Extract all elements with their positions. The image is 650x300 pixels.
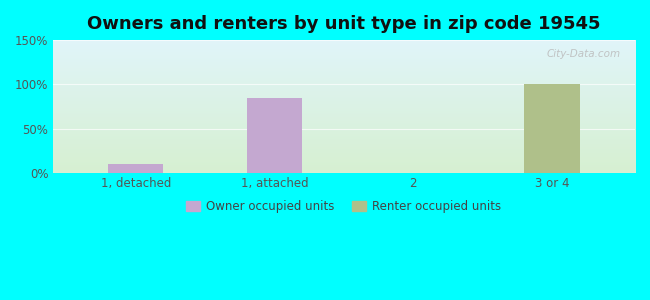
Title: Owners and renters by unit type in zip code 19545: Owners and renters by unit type in zip c… [87,15,601,33]
Bar [247,98,302,173]
Text: City-Data.com: City-Data.com [546,50,621,59]
Bar [524,84,580,173]
Bar [108,164,164,173]
Legend: Owner occupied units, Renter occupied units: Owner occupied units, Renter occupied un… [181,195,506,218]
